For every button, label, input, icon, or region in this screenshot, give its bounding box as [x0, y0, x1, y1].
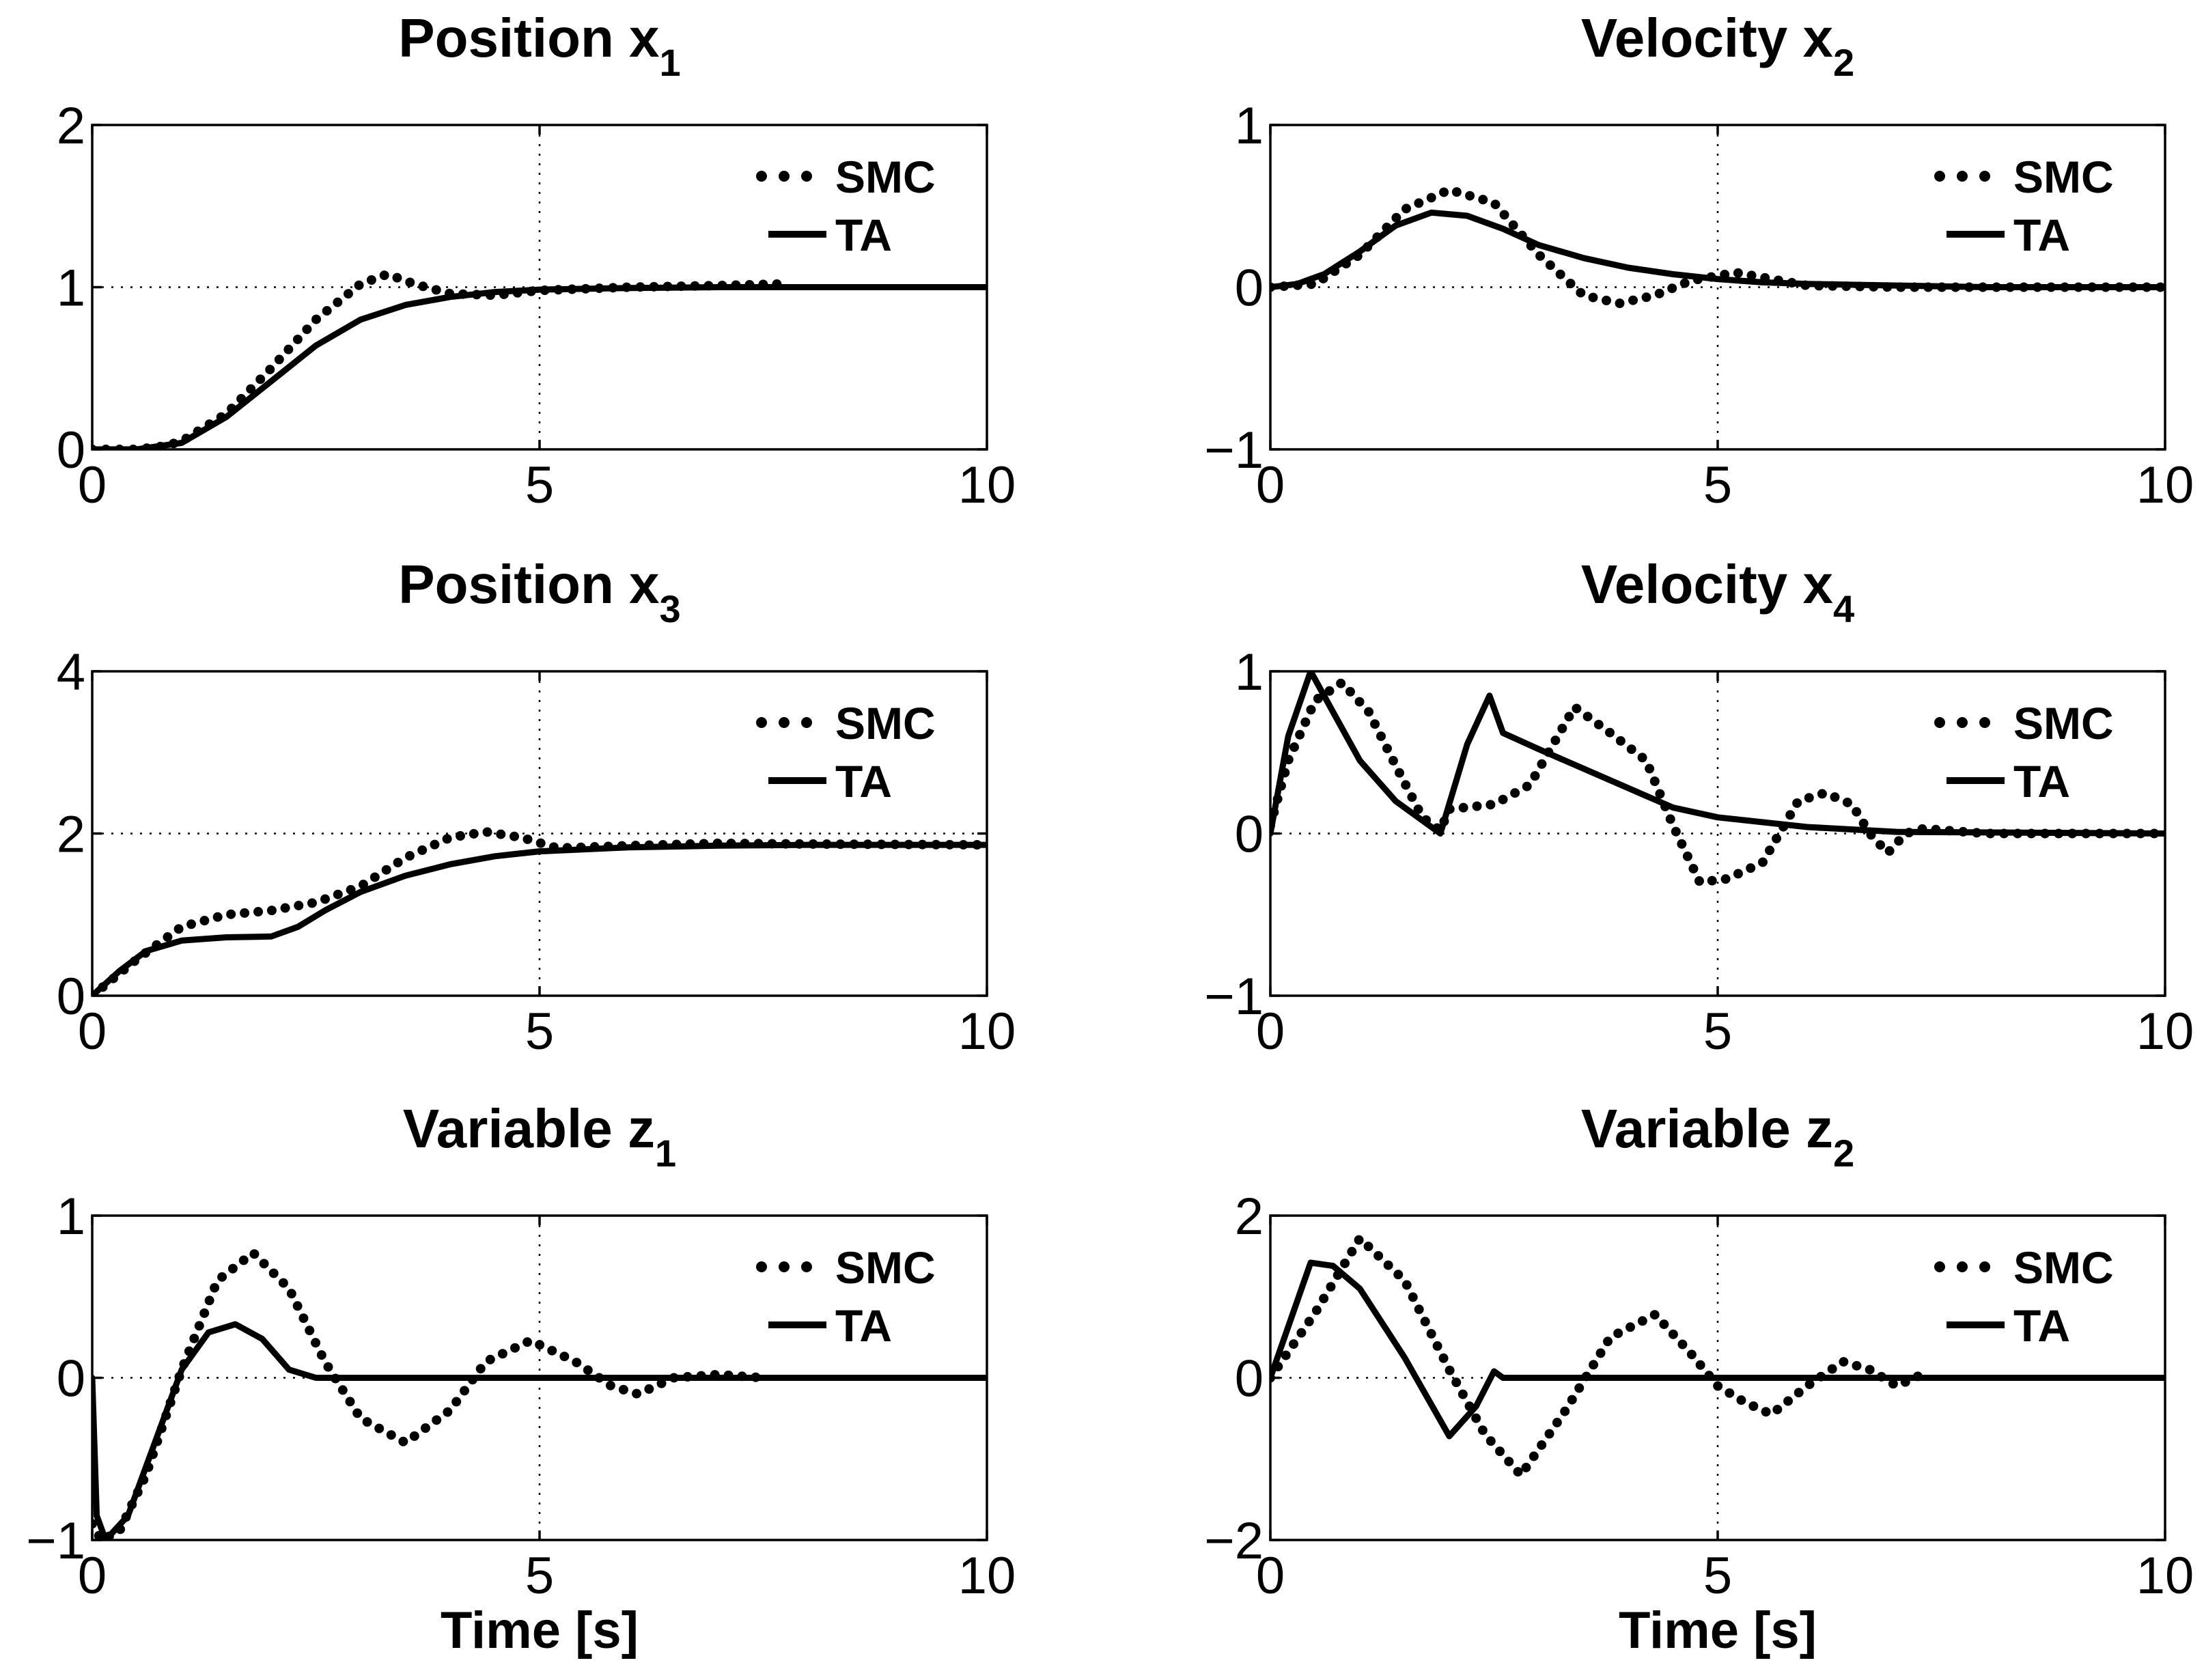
series-smc-line	[1270, 676, 2165, 888]
x-tick-label: 10	[958, 1003, 1016, 1061]
x-tick-label: 0	[78, 1547, 107, 1605]
series-ta-line	[92, 284, 987, 449]
chart-title-subscript: 3	[660, 587, 681, 630]
axes-frame	[91, 1214, 988, 1541]
series-ta-line	[1270, 209, 2165, 290]
y-tick-label: −2	[1204, 1512, 1264, 1570]
axes-frame	[1269, 1214, 2166, 1541]
y-tick-label: 0	[57, 1350, 85, 1408]
chart-title-text: Position x	[398, 554, 659, 615]
y-tick-label: 1	[57, 260, 85, 318]
x-tick-label: 0	[78, 1003, 107, 1061]
legend-ta-label: TA	[2013, 210, 2070, 260]
x-tick-label: 10	[958, 1547, 1016, 1605]
legend-smc-label: SMC	[835, 152, 936, 202]
legend-smc-label: SMC	[2013, 152, 2114, 202]
x-tick-label: 10	[2136, 456, 2194, 514]
y-tick-label: 4	[57, 643, 85, 701]
y-tick-label: 2	[57, 806, 85, 864]
axes-frame	[1269, 670, 2166, 997]
x-tick-label: 5	[525, 456, 554, 514]
legend-ta-label: TA	[2013, 1300, 2070, 1351]
chart-title: Velocity x2	[1581, 8, 1854, 84]
y-tick-label: 0	[57, 421, 85, 479]
chart-title: Variable z2	[1581, 1098, 1854, 1175]
chart-title-subscript: 2	[1833, 41, 1854, 84]
x-tick-label: 10	[958, 456, 1016, 514]
series-ta-line	[92, 841, 987, 996]
y-tick-label: 0	[1235, 806, 1264, 864]
plot-area	[92, 671, 987, 996]
y-tick-label: −1	[26, 1512, 85, 1570]
y-tick-label: −1	[1204, 421, 1264, 479]
y-tick-label: −1	[1204, 968, 1264, 1026]
legend-ta-label: TA	[2013, 756, 2070, 807]
x-axis-label: Time [s]	[441, 1601, 639, 1660]
y-tick-label: 1	[1235, 97, 1264, 155]
y-tick-label: 0	[1235, 260, 1264, 318]
axes-frame	[1269, 124, 2166, 451]
chart-title-subscript: 1	[655, 1132, 676, 1175]
x-tick-label: 0	[78, 456, 107, 514]
chart-panel-3: 0 5 10 0 2 4 SMC TA Position x3	[57, 554, 1016, 1061]
y-tick-label: 0	[1235, 1350, 1264, 1408]
chart-title-text: Velocity x	[1581, 8, 1833, 68]
legend-smc-label: SMC	[835, 698, 936, 748]
x-tick-label: 0	[1256, 1003, 1285, 1061]
axes-frame	[91, 670, 988, 997]
chart-title-text: Variable z	[403, 1098, 655, 1159]
legend-smc-label: SMC	[2013, 1242, 2114, 1293]
chart-title: Position x3	[398, 554, 680, 630]
y-tick-label: 1	[57, 1188, 85, 1246]
series-smc-line	[1270, 1231, 1929, 1483]
series-ta-line	[1270, 1259, 2165, 1440]
x-tick-label: 0	[1256, 456, 1285, 514]
chart-title-text: Position x	[398, 8, 659, 68]
x-tick-label: 5	[1703, 1547, 1732, 1605]
chart-title-subscript: 2	[1833, 1132, 1854, 1175]
y-tick-label: 1	[1235, 643, 1264, 701]
x-tick-label: 5	[525, 1003, 554, 1061]
legend-ta-label: TA	[835, 756, 892, 807]
series-ta-line	[1270, 671, 2165, 837]
chart-title-text: Variable z	[1581, 1098, 1833, 1159]
chart-title-subscript: 4	[1833, 587, 1854, 630]
x-tick-label: 0	[1256, 1547, 1285, 1605]
x-tick-label: 5	[1703, 456, 1732, 514]
chart-title: Position x1	[398, 8, 680, 84]
x-tick-label: 10	[2136, 1547, 2194, 1605]
series-ta-line	[92, 1321, 987, 1540]
chart-title-subscript: 1	[660, 41, 681, 84]
chart-title-text: Velocity x	[1581, 554, 1833, 615]
y-tick-label: 2	[57, 97, 85, 155]
y-tick-label: 2	[1235, 1188, 1264, 1246]
legend-ta-label: TA	[835, 210, 892, 260]
x-axis-label: Time [s]	[1619, 1601, 1817, 1660]
y-tick-label: 0	[57, 968, 85, 1026]
x-tick-label: 5	[1703, 1003, 1732, 1061]
legend-smc-label: SMC	[835, 1242, 936, 1293]
axes-frame	[91, 124, 988, 451]
legend-smc-label: SMC	[2013, 698, 2114, 748]
x-tick-label: 5	[525, 1547, 554, 1605]
x-tick-label: 10	[2136, 1003, 2194, 1061]
chart-title: Velocity x4	[1581, 554, 1854, 630]
legend-ta-label: TA	[835, 1300, 892, 1351]
chart-title: Variable z1	[403, 1098, 676, 1175]
